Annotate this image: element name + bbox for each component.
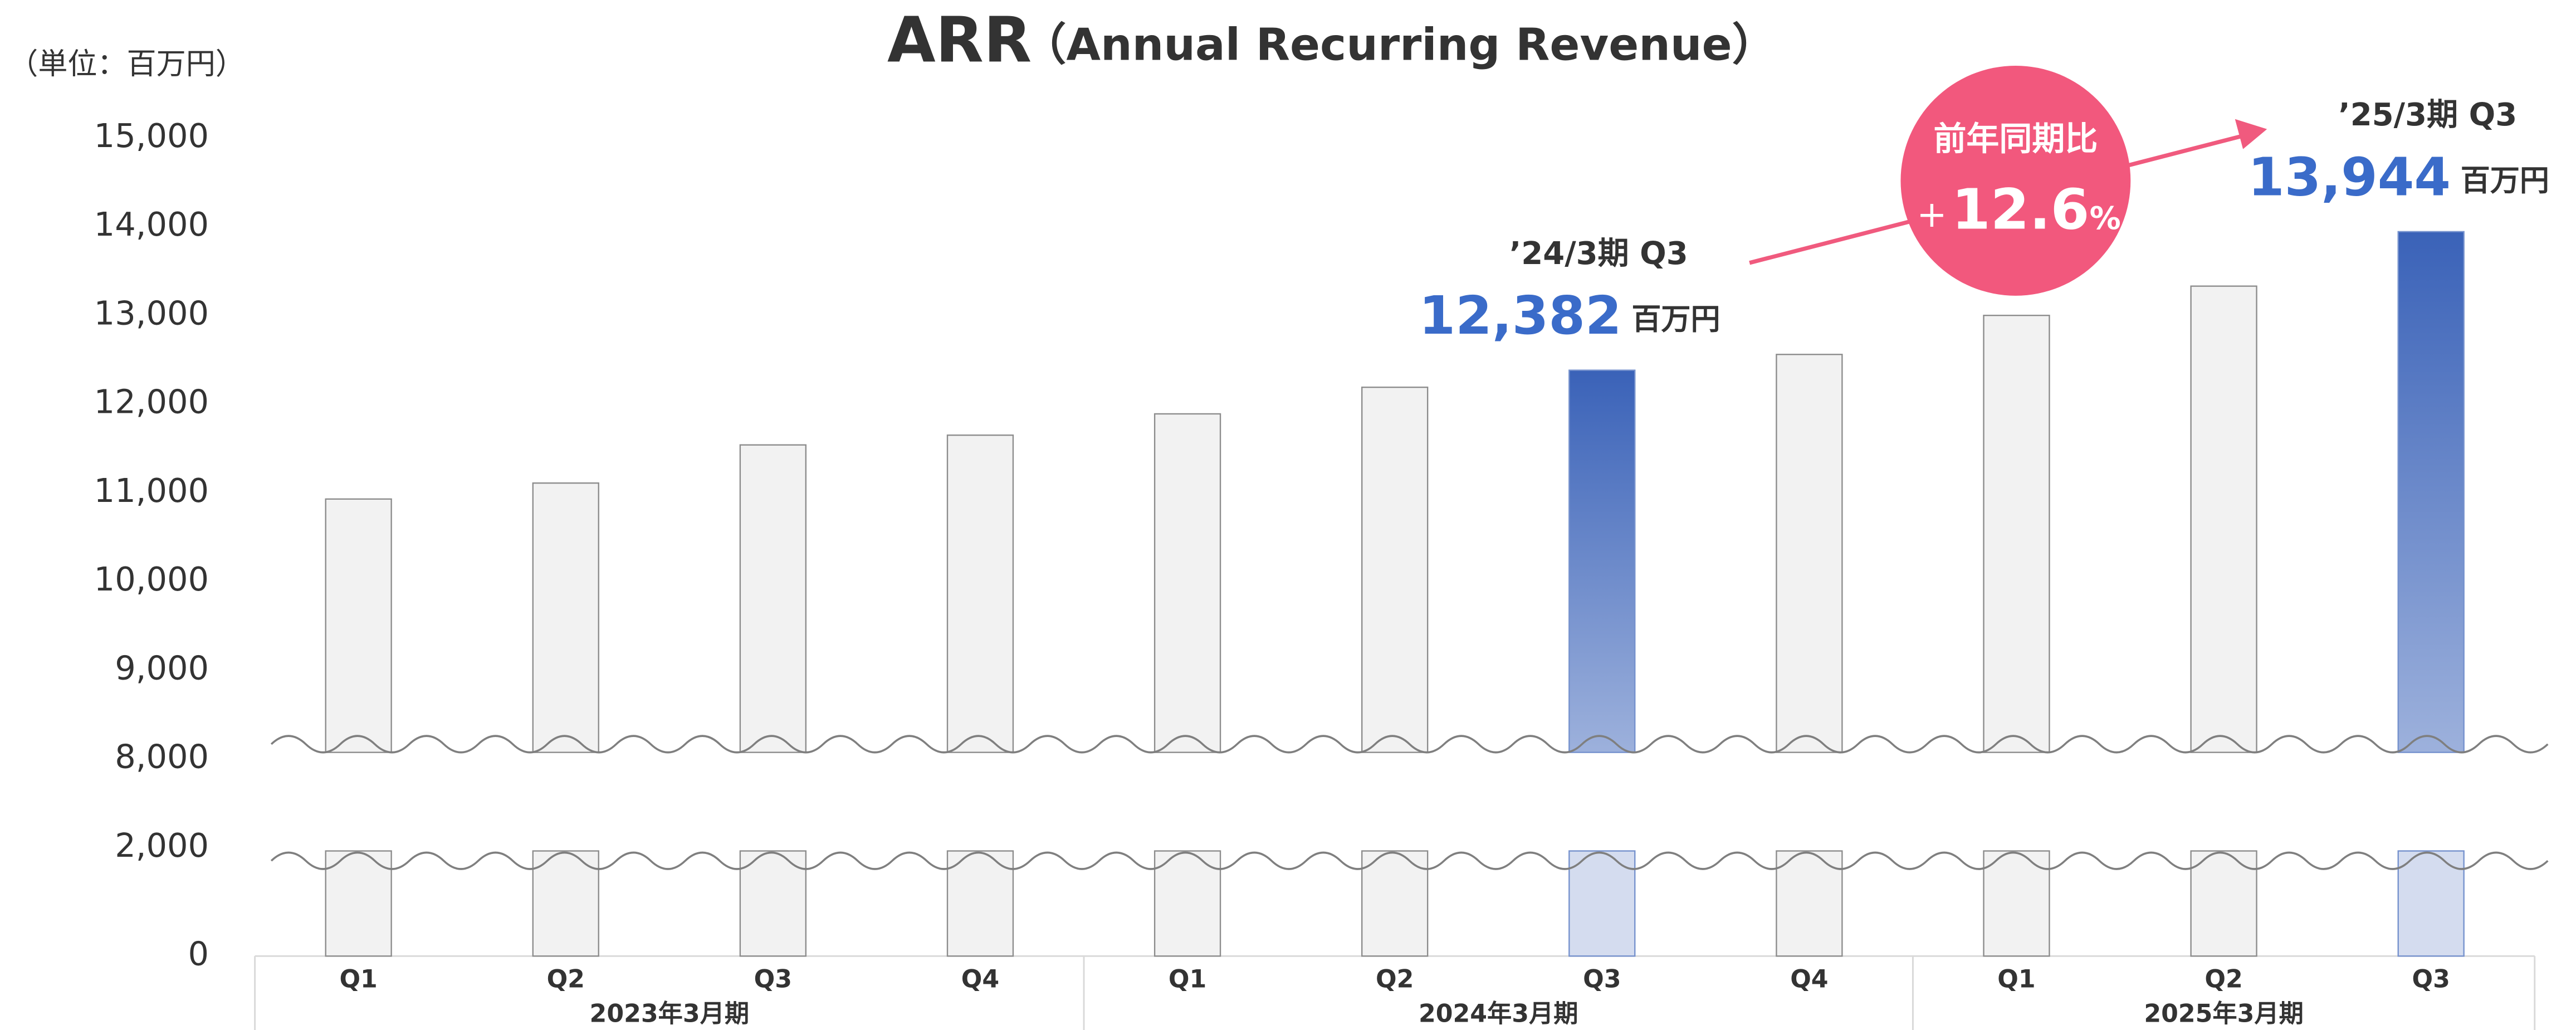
value-label: 13,944: [2248, 147, 2451, 208]
y-tick-label: 9,000: [115, 648, 209, 687]
callout-arrowhead: [2235, 119, 2267, 149]
y-tick-label: 0: [188, 934, 209, 973]
bar: [1568, 369, 1636, 753]
value-label: 12,382: [1419, 285, 1622, 346]
x-tick-label: Q3: [754, 965, 792, 994]
bar-lower: [739, 850, 807, 957]
group-label: 2025年3月期: [2144, 999, 2304, 1028]
y-tick-label: 10,000: [94, 560, 209, 598]
y-tick-label: 2,000: [115, 826, 209, 865]
bar-lower: [946, 850, 1014, 957]
group-label: 2024年3月期: [1419, 999, 1578, 1028]
bar-lower: [532, 850, 599, 957]
bar-lower: [1361, 850, 1429, 957]
x-tick-label: Q3: [2412, 965, 2450, 994]
bar-lower: [1568, 850, 1636, 957]
x-tick-label: Q3: [1583, 965, 1621, 994]
callout-sign: +: [1917, 194, 1947, 236]
x-tick-label: Q2: [1376, 965, 1414, 994]
bar: [1153, 413, 1221, 753]
y-tick-label: 8,000: [115, 738, 209, 776]
y-tick-label: 14,000: [94, 205, 209, 243]
x-tick-label: Q4: [961, 965, 999, 994]
x-tick-label: Q2: [2204, 965, 2242, 994]
value-label-unit: 百万円: [1631, 302, 1720, 336]
x-tick-label: Q1: [339, 965, 377, 994]
bar: [1776, 354, 1843, 753]
bar: [1361, 387, 1429, 753]
callout-circle: [1900, 65, 2131, 296]
bar: [1983, 315, 2050, 753]
chart-subtitle: （Annual Recurring Revenue）: [1022, 18, 1776, 70]
axis-break: [270, 851, 2549, 870]
callout-label: 前年同期比: [1933, 120, 2098, 158]
axis-break: [270, 735, 2549, 754]
unit-label: （単位：百万円）: [8, 47, 245, 81]
callout-value: 12.6: [1952, 177, 2089, 242]
bar-lower: [2397, 850, 2465, 957]
x-tick-label: Q4: [1790, 965, 1828, 994]
bar: [2190, 285, 2257, 753]
annotation-title: ’24/3期 Q3: [1509, 236, 1688, 272]
y-tick-label: 13,000: [94, 294, 209, 332]
bar-lower: [2190, 850, 2257, 957]
bar: [2397, 231, 2465, 753]
bar-lower: [1776, 850, 1843, 957]
x-tick-label: Q1: [1169, 965, 1206, 994]
group-label: 2023年3月期: [590, 999, 750, 1028]
bar: [532, 482, 599, 753]
callout-unit: %: [2090, 201, 2121, 237]
y-tick-label: 12,000: [94, 383, 209, 421]
bar-lower: [1983, 850, 2050, 957]
bar-lower: [325, 850, 392, 957]
x-tick-label: Q1: [1997, 965, 2035, 994]
y-tick-label: 15,000: [94, 116, 209, 155]
value-label-unit: 百万円: [2461, 163, 2549, 198]
bar: [946, 435, 1014, 753]
bar: [325, 498, 392, 753]
bar: [739, 444, 807, 753]
x-tick-label: Q2: [547, 965, 585, 994]
y-tick-label: 11,000: [94, 471, 209, 510]
chart-title: ARR: [887, 4, 1032, 76]
annotation-title: ’25/3期 Q3: [2338, 97, 2517, 133]
bar-lower: [1153, 850, 1221, 957]
